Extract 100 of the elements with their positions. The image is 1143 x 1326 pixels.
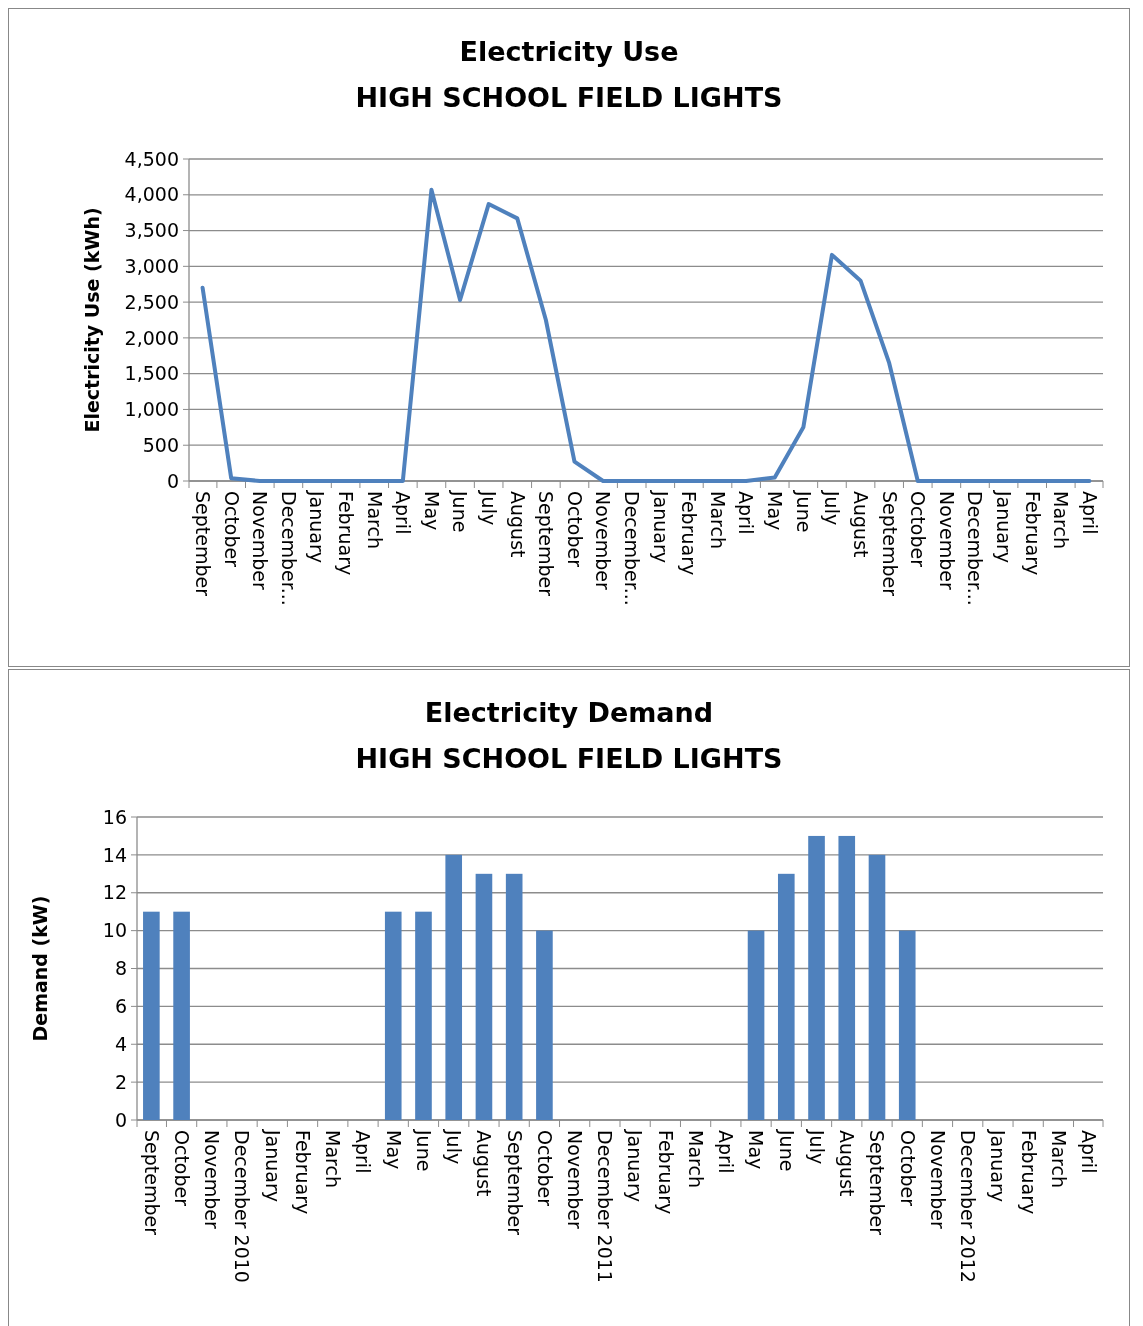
- x-tick-label: March: [322, 1130, 345, 1188]
- x-tick-label: September: [140, 1130, 163, 1236]
- bar: [173, 911, 190, 1120]
- x-tick-label: August: [836, 1130, 859, 1197]
- x-tick-label: April: [352, 1130, 375, 1174]
- x-tick-label: October: [896, 1130, 919, 1207]
- x-tick-label: February: [291, 1130, 314, 1215]
- x-tick-label: January: [261, 1129, 284, 1203]
- x-tick-label: December...: [621, 491, 644, 606]
- x-tick-label: February: [678, 491, 701, 576]
- x-tick-label: July: [821, 490, 844, 526]
- x-tick-label: August: [506, 491, 529, 558]
- x-tick-label: September: [535, 491, 558, 597]
- chart-title: Electricity Use: [459, 36, 679, 67]
- y-tick-label: 16: [102, 805, 127, 828]
- x-tick-label: December...: [277, 491, 300, 606]
- x-tick-label: July: [443, 1129, 466, 1165]
- x-tick-label: September: [191, 491, 214, 597]
- x-tick-label: November: [564, 1130, 586, 1230]
- x-tick-label: April: [1078, 491, 1101, 535]
- bar: [838, 835, 856, 1120]
- x-tick-label: May: [420, 491, 443, 531]
- x-tick-label: November: [592, 491, 615, 591]
- y-tick-label: 10: [102, 919, 127, 942]
- y-tick-label: 2,500: [124, 290, 179, 313]
- y-tick-label: 14: [102, 843, 127, 866]
- x-tick-label: January: [987, 1129, 1010, 1203]
- y-tick-label: 2: [114, 1070, 127, 1093]
- x-tick-label: September: [866, 1130, 889, 1236]
- x-tick-label: April: [735, 491, 758, 535]
- x-tick-label: January: [649, 490, 672, 564]
- x-tick-label: May: [745, 1130, 768, 1170]
- chart-title: Electricity Demand: [424, 697, 714, 728]
- bar: [505, 873, 523, 1120]
- y-tick-label: 500: [142, 433, 179, 456]
- y-tick-label: 8: [114, 957, 127, 980]
- bar: [777, 873, 795, 1120]
- x-tick-label: November: [926, 1130, 949, 1230]
- y-tick-label: 1,000: [124, 398, 179, 421]
- x-tick-label: April: [392, 491, 415, 535]
- x-tick-label: August: [473, 1130, 496, 1197]
- x-tick-label: November: [201, 1130, 224, 1230]
- x-tick-label: March: [1047, 1130, 1070, 1188]
- x-tick-label: May: [382, 1130, 405, 1170]
- y-axis-title: Electricity Use (kWh): [81, 207, 103, 433]
- x-tick-label: October: [533, 1130, 556, 1207]
- y-tick-label: 4,000: [124, 183, 179, 206]
- x-tick-label: July: [805, 1129, 828, 1165]
- y-tick-label: 4: [114, 1032, 127, 1055]
- bar: [143, 911, 160, 1120]
- chart-subtitle: HIGH SCHOOL FIELD LIGHTS: [355, 743, 783, 774]
- x-tick-label: November: [935, 491, 958, 591]
- x-tick-label: September: [503, 1130, 526, 1236]
- bar: [747, 930, 765, 1120]
- bar: [415, 911, 432, 1120]
- x-tick-label: September: [878, 491, 901, 597]
- x-tick-label: June: [412, 1129, 435, 1172]
- x-tick-label: December 2012: [957, 1130, 980, 1283]
- bar: [808, 835, 825, 1120]
- bar: [384, 911, 402, 1120]
- x-tick-label: April: [715, 1130, 738, 1174]
- chart-subtitle: HIGH SCHOOL FIELD LIGHTS: [355, 82, 783, 113]
- bar: [536, 930, 553, 1120]
- line-series: [200, 187, 1092, 483]
- x-tick-label: October: [170, 1130, 193, 1207]
- x-tick-label: February: [334, 491, 357, 576]
- y-tick-label: 3,500: [124, 219, 179, 242]
- y-tick-label: 0: [114, 1108, 127, 1131]
- y-tick-label: 1,500: [124, 362, 179, 385]
- y-tick-label: 2,000: [124, 326, 179, 349]
- x-tick-label: January: [306, 490, 329, 564]
- x-tick-label: March: [684, 1130, 707, 1188]
- bar: [868, 854, 886, 1120]
- x-tick-label: March: [363, 491, 386, 549]
- y-tick-label: 6: [114, 995, 127, 1018]
- bar: [475, 873, 493, 1120]
- x-tick-label: June: [792, 490, 815, 533]
- y-tick-label: 0: [166, 469, 179, 492]
- x-tick-label: January: [624, 1129, 647, 1203]
- x-tick-label: February: [1021, 491, 1044, 576]
- x-tick-label: August: [849, 491, 872, 558]
- x-tick-label: March: [1050, 491, 1073, 549]
- x-tick-label: February: [1017, 1130, 1040, 1215]
- x-tick-label: May: [764, 491, 787, 531]
- x-tick-label: June: [449, 490, 472, 533]
- x-tick-label: October: [563, 491, 586, 568]
- x-tick-label: June: [775, 1129, 798, 1172]
- y-tick-label: 3,000: [124, 254, 179, 277]
- x-tick-label: December...: [964, 491, 987, 606]
- x-tick-label: October: [907, 491, 930, 568]
- x-tick-label: December 2010: [231, 1130, 254, 1283]
- y-axis-title: Demand (kW): [29, 895, 51, 1042]
- x-tick-label: February: [654, 1130, 677, 1215]
- y-tick-label: 4,500: [124, 147, 179, 170]
- x-tick-label: December 2011: [594, 1130, 617, 1283]
- bar: [445, 854, 463, 1120]
- x-tick-label: November: [249, 491, 272, 591]
- x-tick-label: April: [1077, 1130, 1100, 1174]
- x-tick-label: October: [220, 491, 243, 568]
- x-tick-label: January: [992, 490, 1015, 564]
